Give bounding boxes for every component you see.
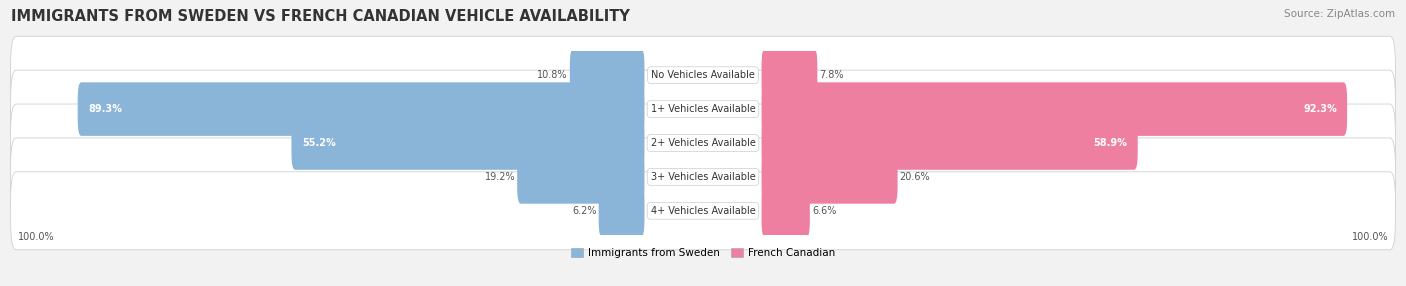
Text: 6.2%: 6.2% bbox=[572, 206, 596, 216]
FancyBboxPatch shape bbox=[762, 150, 897, 204]
Text: IMMIGRANTS FROM SWEDEN VS FRENCH CANADIAN VEHICLE AVAILABILITY: IMMIGRANTS FROM SWEDEN VS FRENCH CANADIA… bbox=[11, 9, 630, 23]
Text: 89.3%: 89.3% bbox=[89, 104, 122, 114]
FancyBboxPatch shape bbox=[77, 82, 644, 136]
Text: No Vehicles Available: No Vehicles Available bbox=[651, 70, 755, 80]
FancyBboxPatch shape bbox=[11, 104, 1395, 182]
Text: 55.2%: 55.2% bbox=[302, 138, 336, 148]
Text: 4+ Vehicles Available: 4+ Vehicles Available bbox=[651, 206, 755, 216]
FancyBboxPatch shape bbox=[11, 138, 1395, 216]
Text: Source: ZipAtlas.com: Source: ZipAtlas.com bbox=[1284, 9, 1395, 19]
FancyBboxPatch shape bbox=[11, 70, 1395, 148]
FancyBboxPatch shape bbox=[599, 184, 644, 238]
FancyBboxPatch shape bbox=[762, 116, 1137, 170]
FancyBboxPatch shape bbox=[569, 48, 644, 102]
Text: 2+ Vehicles Available: 2+ Vehicles Available bbox=[651, 138, 755, 148]
Text: 1+ Vehicles Available: 1+ Vehicles Available bbox=[651, 104, 755, 114]
FancyBboxPatch shape bbox=[291, 116, 644, 170]
Text: 20.6%: 20.6% bbox=[900, 172, 931, 182]
Text: 58.9%: 58.9% bbox=[1094, 138, 1128, 148]
FancyBboxPatch shape bbox=[517, 150, 644, 204]
FancyBboxPatch shape bbox=[11, 172, 1395, 250]
FancyBboxPatch shape bbox=[11, 36, 1395, 114]
Text: 19.2%: 19.2% bbox=[485, 172, 515, 182]
Text: 100.0%: 100.0% bbox=[1353, 232, 1389, 242]
Text: 10.8%: 10.8% bbox=[537, 70, 568, 80]
FancyBboxPatch shape bbox=[762, 48, 817, 102]
Text: 3+ Vehicles Available: 3+ Vehicles Available bbox=[651, 172, 755, 182]
Text: 6.6%: 6.6% bbox=[811, 206, 837, 216]
FancyBboxPatch shape bbox=[762, 184, 810, 238]
Legend: Immigrants from Sweden, French Canadian: Immigrants from Sweden, French Canadian bbox=[567, 244, 839, 262]
Text: 7.8%: 7.8% bbox=[820, 70, 844, 80]
Text: 100.0%: 100.0% bbox=[17, 232, 53, 242]
Text: 92.3%: 92.3% bbox=[1303, 104, 1337, 114]
FancyBboxPatch shape bbox=[762, 82, 1347, 136]
